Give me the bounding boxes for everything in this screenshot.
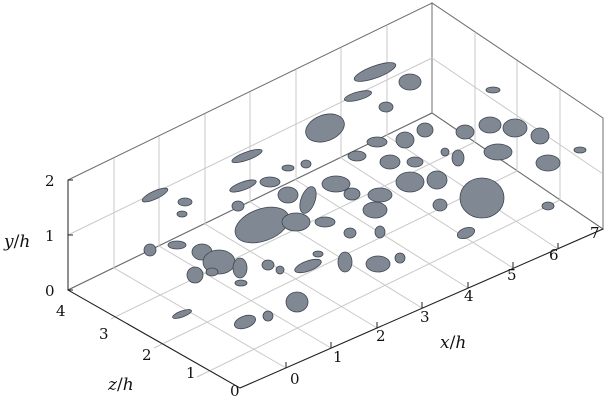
vortex-blob xyxy=(406,156,424,168)
vortex-blob xyxy=(186,266,204,284)
vortex-blob xyxy=(416,122,434,138)
vortex-blob xyxy=(262,310,274,322)
vortex-blob xyxy=(231,200,245,212)
vortex-blob xyxy=(281,164,295,172)
y-tick-label: 2 xyxy=(45,172,55,190)
z-tick-label: 1 xyxy=(186,364,196,382)
vortex-blob xyxy=(366,136,388,148)
vortex-blob xyxy=(483,143,513,161)
vortex-blob xyxy=(141,187,169,203)
vortex-blob xyxy=(314,216,336,228)
vortex-blob xyxy=(259,176,281,188)
vortex-blob xyxy=(485,86,501,94)
z-tick-label: 2 xyxy=(142,346,152,364)
z-tick-label: 0 xyxy=(230,382,240,398)
x-tick-label: 5 xyxy=(507,266,517,284)
vortex-blob xyxy=(321,175,351,193)
vortex-blob xyxy=(305,113,345,143)
vortex-blob xyxy=(455,124,475,140)
vortex-blob xyxy=(573,146,587,154)
x-tick-label: 7 xyxy=(590,224,600,242)
x-tick-label: 4 xyxy=(464,287,474,305)
vortex-blob xyxy=(231,148,263,164)
vortex-blob xyxy=(234,314,256,330)
vortex-blob xyxy=(367,187,393,203)
vortex-blob xyxy=(535,154,561,172)
vortex-blob xyxy=(229,179,257,193)
vortex-blob xyxy=(478,116,502,134)
vortex-blob xyxy=(285,291,309,313)
vortex-blob xyxy=(232,257,248,279)
vortex-blob xyxy=(343,187,361,201)
vortex-blob xyxy=(459,177,505,219)
x-tick-label: 6 xyxy=(549,246,559,264)
vortex-blob xyxy=(398,73,422,91)
vortex-blob xyxy=(353,62,397,82)
vortex-blob xyxy=(426,170,448,190)
vortex-blob xyxy=(365,255,391,273)
vortex-blob xyxy=(205,267,219,277)
vortex-blob xyxy=(337,251,353,273)
x-tick-label: 0 xyxy=(290,370,300,388)
x-axis-label: x/h xyxy=(440,333,466,353)
vortex-blob xyxy=(143,243,157,257)
vortex-blob xyxy=(343,227,357,239)
z-tick-label: 3 xyxy=(99,325,109,343)
vortex-blob xyxy=(502,118,528,138)
vortex-blob xyxy=(167,240,187,250)
vortex-blob xyxy=(378,101,394,113)
vortex-blob xyxy=(530,127,550,145)
vortex-blob xyxy=(451,149,465,167)
vortex-blob xyxy=(294,258,322,274)
vortex-blob xyxy=(277,186,299,204)
x-tick-label: 3 xyxy=(420,308,430,326)
vortex-blob xyxy=(234,279,248,287)
vortex-blob xyxy=(541,201,555,211)
z-axis-label: z/h xyxy=(107,375,134,395)
vortex-blob xyxy=(379,154,401,170)
vortex-blob xyxy=(362,201,388,219)
vortex-blob xyxy=(300,159,312,169)
vortex-blob xyxy=(432,198,448,212)
vortex-blob xyxy=(456,226,476,240)
vortex-blob xyxy=(177,197,193,207)
vortex-blob xyxy=(312,250,324,258)
vortex-blob xyxy=(176,210,188,218)
vortex-blob xyxy=(299,186,317,214)
vortex-blob xyxy=(172,309,192,319)
vortex-blob xyxy=(347,150,367,162)
vortex-blob xyxy=(395,131,415,149)
vortex-blob xyxy=(394,252,406,264)
vortex-blob xyxy=(440,147,450,157)
vortex-isosurfaces xyxy=(141,62,587,330)
vortex-blob xyxy=(261,259,275,271)
x-tick-label: 1 xyxy=(333,348,343,366)
z-tick-label: 4 xyxy=(56,302,66,320)
vortex-blob xyxy=(344,90,372,102)
vortex-blob xyxy=(395,171,425,193)
x-tick-label: 2 xyxy=(376,327,386,345)
z-axis-ticks: 4 3 2 1 0 xyxy=(56,302,240,398)
y-tick-label: 1 xyxy=(45,227,55,245)
y-axis-label: y/h xyxy=(3,232,30,252)
vortex-blob xyxy=(374,225,386,239)
y-axis-ticks: 0 1 2 xyxy=(45,172,73,300)
vortex-blob xyxy=(281,212,311,232)
vortex-blob xyxy=(275,265,285,275)
x-axis-ticks: 0 1 2 3 4 5 6 7 xyxy=(285,224,600,388)
y-tick-label: 0 xyxy=(45,282,55,300)
